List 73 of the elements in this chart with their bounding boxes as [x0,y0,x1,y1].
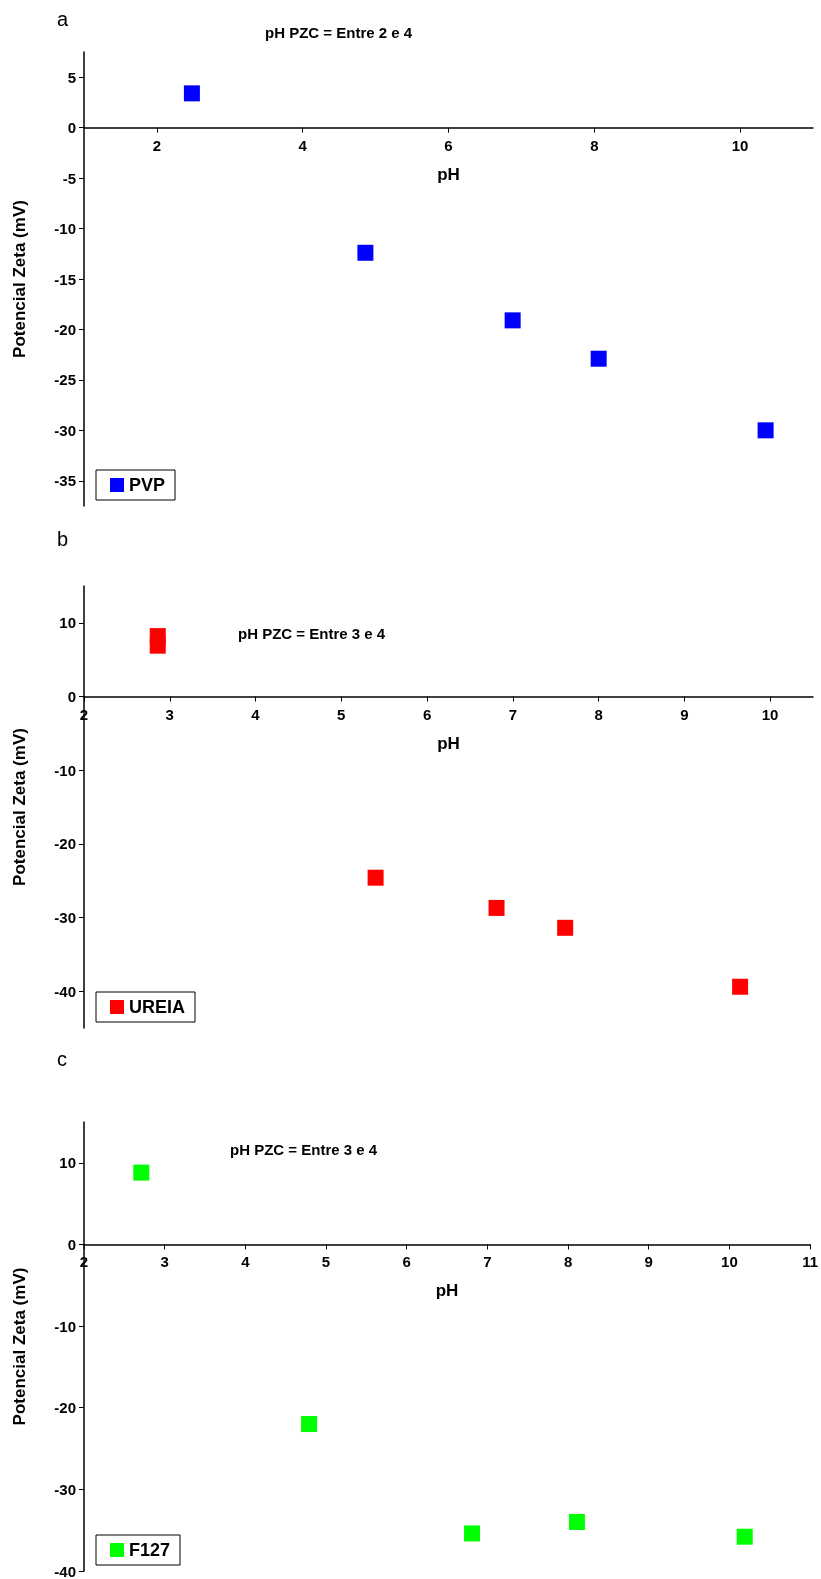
chart-title: c [57,1048,67,1070]
point [488,899,505,916]
legend-label: F127 [129,1540,171,1560]
y-tick-label: 0 [67,119,76,137]
text: pH PZC = Entre 2 e 4 [265,24,413,41]
point [590,350,607,367]
point [367,869,384,886]
y-tick-label: -30 [54,421,76,439]
x-tick-label: 10 [761,705,779,723]
point [736,1528,753,1545]
y-tick-label: 0 [67,688,76,705]
y-tick-label: -25 [54,371,76,389]
y-tick-label: 10 [59,1154,76,1172]
y-tick-label: -15 [54,270,76,288]
point [464,1525,481,1542]
point [757,422,774,439]
point [149,637,166,654]
y-axis-title: Potencial Zeta (mV) [10,200,29,358]
x-tick-label: 10 [731,136,749,154]
y-tick-label: -35 [54,472,76,490]
y-tick-label: 0 [67,1235,76,1253]
y-tick-label: -40 [54,1562,76,1579]
y-tick-label: -10 [54,1317,76,1335]
y-tick-label: -5 [62,169,76,187]
x-tick-label: 9 [680,705,689,723]
y-tick-label: -20 [54,835,76,853]
x-axis-title: pH [435,1281,459,1301]
point [357,244,374,261]
x-tick-label: 3 [160,1253,169,1271]
chart-title: b [57,528,69,550]
y-tick-label: 10 [59,614,76,632]
annotation: pH PZC = Entre 3 e 4 [230,1141,378,1158]
x-tick-label: 9 [644,1253,653,1271]
x-tick-label: 4 [251,705,261,723]
x-tick-label: 2 [152,136,162,154]
point [183,85,200,102]
point [732,978,749,995]
point [301,1416,318,1433]
y-tick-label: -10 [54,761,76,779]
y-tick-label: -20 [54,320,76,338]
x-tick-label: 5 [321,1253,331,1271]
y-tick-label: -30 [54,1480,76,1498]
x-tick-label: 8 [590,136,599,154]
x-tick-label: 11 [802,1253,818,1271]
y-axis-title: Potencial Zeta (mV) [10,728,29,886]
x-tick-label: 8 [563,1253,573,1271]
y-axis-title: Potencial Zeta (mV) [10,1267,29,1426]
x-tick-label: 6 [402,1253,411,1271]
x-tick-label: 10 [721,1253,738,1271]
x-tick-label: 6 [422,705,432,723]
chart-title: a [57,8,69,30]
x-axis-title: pH [437,164,460,184]
point [568,1514,585,1531]
x-axis-title: pH [437,733,460,753]
y-tick-label: -40 [54,982,76,1000]
x-tick-label: 8 [594,705,603,723]
point [557,919,574,936]
y-tick-label: -10 [54,220,76,238]
legend-label: UREIA [129,997,186,1017]
x-tick-label: 7 [508,705,517,723]
x-tick-label: 7 [483,1253,492,1271]
x-tick-label: 3 [165,705,174,723]
point [133,1164,150,1181]
x-tick-label: 4 [298,136,308,154]
y-tick-label: -30 [54,909,76,926]
y-tick-label: 5 [67,68,76,86]
x-tick-label: 4 [241,1253,251,1271]
point [504,312,521,329]
x-tick-label: 6 [444,136,453,154]
x-tick-label: 5 [337,705,346,723]
y-tick-label: -20 [54,1399,76,1417]
annotation: pH PZC = Entre 3 e 4 [238,625,386,642]
legend-label: PVP [129,475,166,495]
